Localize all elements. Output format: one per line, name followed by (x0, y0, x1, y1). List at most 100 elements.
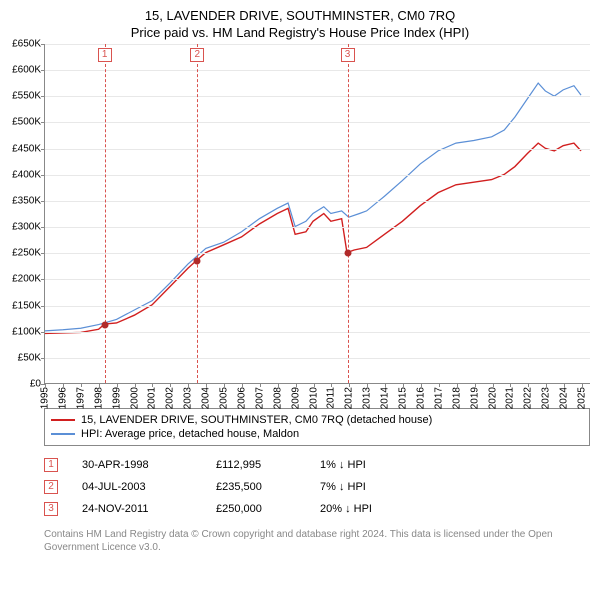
x-axis-label: 2002 (165, 387, 176, 409)
y-tick (41, 358, 45, 359)
sales-date: 30-APR-1998 (82, 459, 192, 471)
x-axis-label: 2013 (362, 387, 373, 409)
x-axis-label: 2012 (344, 387, 355, 409)
sales-row: 204-JUL-2003£235,5007% ↓ HPI (44, 476, 590, 498)
plot-area: £0£50K£100K£150K£200K£250K£300K£350K£400… (44, 44, 590, 384)
sale-marker-box: 3 (341, 48, 355, 62)
series-hpi (45, 83, 581, 331)
gridline (45, 253, 590, 254)
gridline (45, 227, 590, 228)
y-axis-label: £500K (12, 117, 41, 128)
gridline (45, 96, 590, 97)
titles: 15, LAVENDER DRIVE, SOUTHMINSTER, CM0 7R… (0, 0, 600, 44)
y-axis-label: £250K (12, 248, 41, 259)
sales-row: 324-NOV-2011£250,00020% ↓ HPI (44, 498, 590, 520)
title-main: 15, LAVENDER DRIVE, SOUTHMINSTER, CM0 7R… (0, 8, 600, 23)
x-axis-label: 2008 (272, 387, 283, 409)
y-axis-label: £50K (18, 352, 41, 363)
y-tick (41, 227, 45, 228)
gridline (45, 149, 590, 150)
legend-swatch (51, 419, 75, 421)
x-axis-label: 2000 (129, 387, 140, 409)
x-axis-label: 2024 (559, 387, 570, 409)
legend-swatch (51, 433, 75, 435)
x-axis-label: 2016 (415, 387, 426, 409)
gridline (45, 44, 590, 45)
sales-row: 1 30-APR-1998 £112,995 1% ↓ HPI (44, 454, 590, 476)
chart-container: 15, LAVENDER DRIVE, SOUTHMINSTER, CM0 7R… (0, 0, 600, 554)
x-axis-label: 2004 (201, 387, 212, 409)
gridline (45, 201, 590, 202)
gridline (45, 175, 590, 176)
y-axis-label: £200K (12, 274, 41, 285)
gridline (45, 358, 590, 359)
y-axis-label: £100K (12, 326, 41, 337)
sale-dot (344, 250, 351, 257)
sales-date: 04-JUL-2003 (82, 481, 192, 493)
y-axis-label: £400K (12, 169, 41, 180)
x-axis-label: 1996 (57, 387, 68, 409)
sale-marker-line (348, 44, 349, 383)
sale-marker-box: 2 (190, 48, 204, 62)
y-tick (41, 332, 45, 333)
x-axis-label: 2009 (290, 387, 301, 409)
sales-price: £112,995 (216, 459, 296, 471)
x-axis-label: 2023 (541, 387, 552, 409)
attribution: Contains HM Land Registry data © Crown c… (44, 528, 590, 554)
sales-diff: 7% ↓ HPI (320, 481, 420, 493)
x-axis-label: 1997 (75, 387, 86, 409)
y-axis-label: £550K (12, 91, 41, 102)
x-axis-label: 2018 (451, 387, 462, 409)
y-axis-label: £600K (12, 65, 41, 76)
sales-table: 130-APR-1998£112,9951% ↓ HPI204-JUL-2003… (44, 454, 590, 520)
sales-index-box: 1 (44, 458, 58, 472)
y-tick (41, 175, 45, 176)
gridline (45, 122, 590, 123)
y-tick (41, 306, 45, 307)
sales-diff: 20% ↓ HPI (320, 503, 420, 515)
legend-row: HPI: Average price, detached house, Mald… (51, 427, 583, 441)
x-axis-label: 2001 (147, 387, 158, 409)
x-axis-label: 2003 (183, 387, 194, 409)
y-tick (41, 279, 45, 280)
x-axis-label: 1995 (40, 387, 51, 409)
y-axis-label: £300K (12, 222, 41, 233)
gridline (45, 279, 590, 280)
y-axis-label: £350K (12, 195, 41, 206)
sale-marker-line (105, 44, 106, 383)
y-axis-label: £650K (12, 39, 41, 50)
sales-index-box: 3 (44, 502, 58, 516)
sale-dot (194, 257, 201, 264)
chart-wrap: £0£50K£100K£150K£200K£250K£300K£350K£400… (0, 44, 600, 384)
y-tick (41, 96, 45, 97)
y-tick (41, 122, 45, 123)
sales-price: £235,500 (216, 481, 296, 493)
x-axis-label: 2025 (577, 387, 588, 409)
x-axis-label: 2010 (308, 387, 319, 409)
legend-label: HPI: Average price, detached house, Mald… (81, 428, 299, 440)
x-axis-label: 2006 (236, 387, 247, 409)
x-axis-label: 1998 (93, 387, 104, 409)
x-axis-label: 2021 (505, 387, 516, 409)
x-axis-label: 2020 (487, 387, 498, 409)
title-sub: Price paid vs. HM Land Registry's House … (0, 25, 600, 40)
x-axis-label: 2014 (380, 387, 391, 409)
sale-dot (101, 321, 108, 328)
legend-label: 15, LAVENDER DRIVE, SOUTHMINSTER, CM0 7R… (81, 414, 432, 426)
y-axis-label: £150K (12, 300, 41, 311)
y-tick (41, 149, 45, 150)
legend: 15, LAVENDER DRIVE, SOUTHMINSTER, CM0 7R… (44, 408, 590, 446)
x-axis-label: 2005 (219, 387, 230, 409)
gridline (45, 70, 590, 71)
sale-marker-box: 1 (98, 48, 112, 62)
sales-diff: 1% ↓ HPI (320, 459, 420, 471)
y-tick (41, 253, 45, 254)
y-axis-label: £450K (12, 143, 41, 154)
x-axis-label: 2011 (326, 387, 337, 409)
legend-row: 15, LAVENDER DRIVE, SOUTHMINSTER, CM0 7R… (51, 413, 583, 427)
y-tick (41, 44, 45, 45)
sales-price: £250,000 (216, 503, 296, 515)
x-axis-label: 2022 (523, 387, 534, 409)
gridline (45, 306, 590, 307)
y-tick (41, 201, 45, 202)
